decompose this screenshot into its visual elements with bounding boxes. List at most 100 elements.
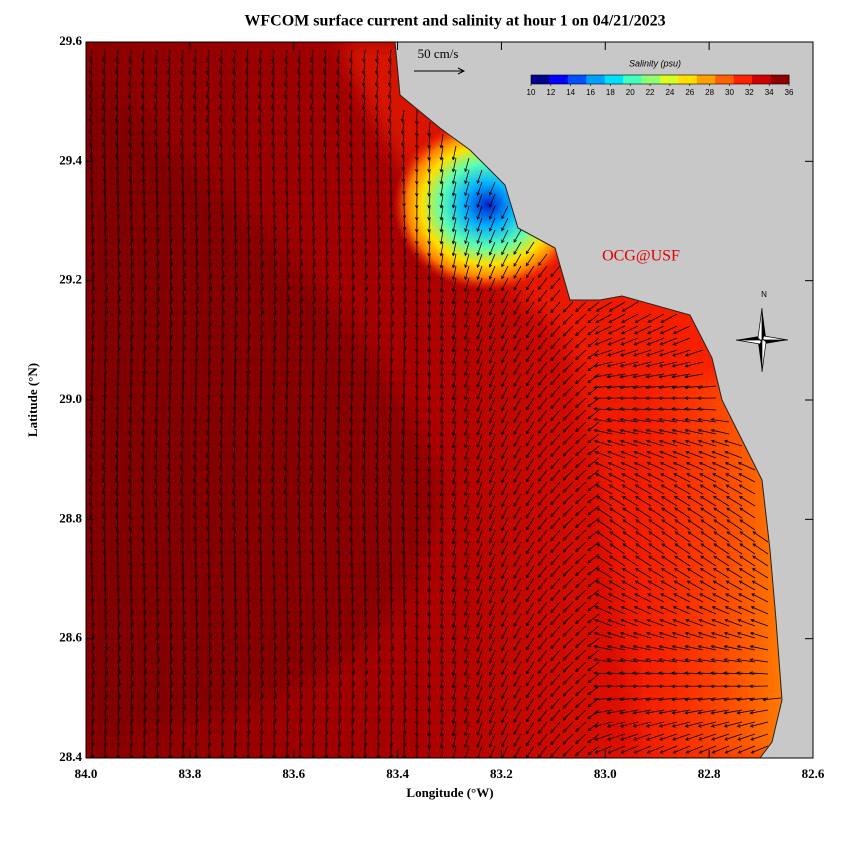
current-vector [234,265,239,279]
current-vector [464,193,470,209]
current-vector [166,121,171,135]
current-vector [130,301,135,315]
current-vector [724,450,743,459]
current-vector [439,397,444,413]
current-vector [143,661,148,675]
current-vector [296,445,301,459]
current-vector [388,397,393,411]
current-vector [88,469,93,483]
current-vector [671,428,691,435]
current-vector [322,469,327,483]
current-vector [221,613,225,627]
current-vector [312,265,317,279]
current-vector [476,433,483,449]
current-vector [700,519,717,531]
current-vector [143,673,148,687]
current-vector [658,361,678,368]
current-vector [130,673,135,687]
current-vector [221,277,226,291]
current-vector [686,593,704,603]
current-vector [659,733,678,741]
current-vector [231,493,236,507]
current-vector [525,541,535,555]
current-vector [476,205,483,221]
current-vector [299,673,304,687]
current-vector [476,709,483,725]
current-vector [232,409,237,423]
current-vector [271,529,275,543]
current-vector [363,361,368,375]
colorbar-swatch [604,75,624,84]
current-vector [89,157,94,171]
current-vector [594,349,613,357]
current-vector [208,337,212,351]
current-vector [476,529,483,545]
current-vector [169,301,174,315]
current-vector [562,565,574,577]
current-vector [501,433,509,448]
current-vector [476,301,483,317]
current-vector [91,649,96,663]
current-vector [91,229,95,243]
current-vector [207,205,212,219]
current-vector [325,325,329,339]
current-vector [374,481,379,495]
current-vector [697,417,717,423]
current-vector [647,313,665,323]
current-vector [286,325,290,339]
current-vector [156,277,161,291]
current-vector [401,529,405,543]
current-vector [297,397,302,411]
current-vector [439,421,444,437]
current-vector [116,589,121,603]
current-vector [501,721,509,736]
current-vector [270,445,275,459]
current-vector [91,673,96,687]
current-vector [167,529,171,543]
current-vector [310,409,315,423]
current-vector [476,313,483,329]
current-vector [338,289,343,303]
current-vector [648,519,665,531]
current-vector [155,349,160,363]
current-vector [206,169,211,183]
current-vector [550,265,561,278]
current-vector [387,481,392,495]
current-vector [115,517,119,531]
current-vector [285,373,289,387]
current-vector [439,577,444,593]
current-vector [351,277,356,291]
current-vector [220,733,225,747]
current-vector [594,325,613,335]
current-vector [182,337,186,351]
current-vector [476,193,483,209]
current-vector [258,541,263,555]
current-vector [684,644,704,651]
current-vector [247,337,251,351]
current-vector [390,241,394,255]
current-vector [377,661,382,675]
current-vector [208,625,212,639]
current-vector [195,661,200,675]
current-vector [634,484,652,495]
current-vector [646,618,665,627]
current-vector [338,241,342,255]
current-vector [179,73,184,87]
current-vector [633,450,652,459]
current-vector [525,385,535,399]
current-vector [88,85,93,99]
current-vector [285,589,290,603]
current-vector [141,169,146,183]
current-vector [595,580,613,591]
current-vector [247,241,251,255]
current-vector [488,361,496,376]
current-vector [154,541,159,555]
current-vector [154,517,158,531]
current-vector [272,733,277,747]
current-vector [142,217,147,231]
current-vector [488,421,496,436]
current-vector [351,649,356,663]
current-vector [550,613,561,626]
current-vector [538,421,548,434]
current-vector [710,439,730,447]
